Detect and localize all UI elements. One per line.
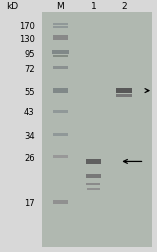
- Text: 1: 1: [91, 2, 96, 11]
- Bar: [53, 88, 68, 93]
- Bar: [116, 94, 132, 97]
- Bar: [52, 51, 69, 55]
- Text: 130: 130: [19, 35, 35, 44]
- Bar: [53, 133, 68, 136]
- Bar: [53, 110, 68, 113]
- Text: 2: 2: [121, 2, 127, 11]
- Bar: [53, 24, 68, 26]
- Bar: [53, 55, 68, 58]
- Bar: [53, 200, 68, 204]
- Bar: [53, 155, 68, 158]
- Bar: [86, 183, 100, 186]
- Bar: [42, 13, 152, 247]
- Text: 72: 72: [24, 65, 35, 74]
- Text: 34: 34: [24, 131, 35, 140]
- Text: M: M: [57, 2, 64, 11]
- Bar: [87, 188, 100, 191]
- Text: 43: 43: [24, 108, 35, 117]
- Bar: [53, 27, 68, 29]
- Bar: [86, 159, 101, 164]
- Text: 170: 170: [19, 22, 35, 31]
- Text: 95: 95: [24, 50, 35, 59]
- Bar: [53, 67, 68, 70]
- Text: 26: 26: [24, 153, 35, 162]
- Bar: [53, 39, 68, 40]
- Bar: [116, 88, 132, 94]
- Bar: [53, 36, 68, 38]
- Text: kD: kD: [6, 2, 19, 11]
- Bar: [86, 175, 101, 178]
- Text: 17: 17: [24, 198, 35, 207]
- Text: 55: 55: [24, 87, 35, 97]
